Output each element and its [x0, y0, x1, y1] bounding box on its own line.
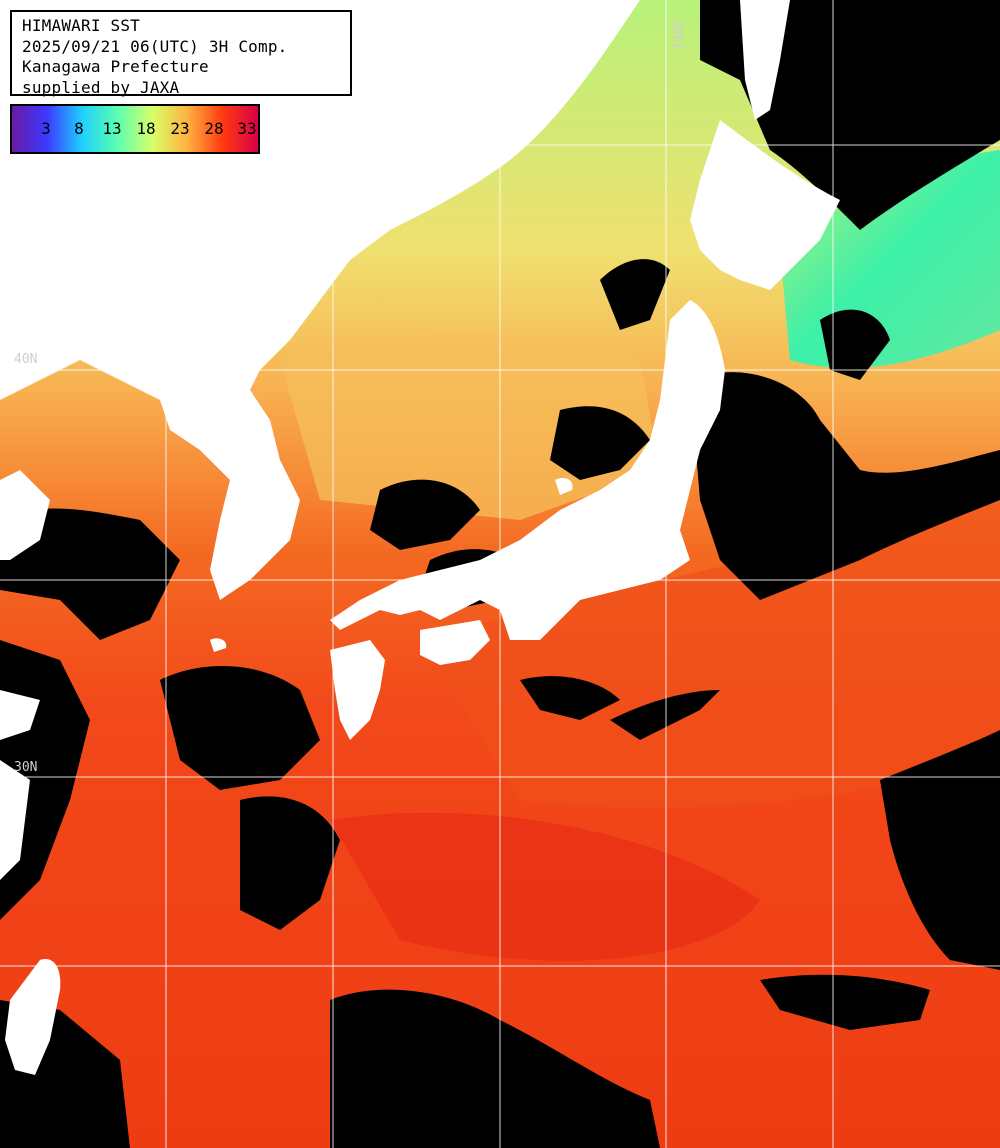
colorbar-tick: 33	[237, 119, 257, 138]
kuroshio-hot-water	[420, 500, 1000, 808]
honshu-island	[330, 300, 725, 640]
colorbar-tick: 28	[204, 119, 224, 138]
colorbar-tick: 3	[41, 119, 51, 138]
small-island-korea	[210, 638, 227, 652]
title-box: HIMAWARI SST 2025/09/21 06(UTC) 3H Comp.…	[10, 10, 352, 97]
sea-of-japan-warm-patch	[280, 333, 660, 520]
title-line-datetime: 2025/09/21 06(UTC) 3H Comp.	[22, 36, 288, 56]
colorbar-tick: 18	[136, 119, 156, 138]
title-line-prefecture: Kanagawa Prefecture	[22, 57, 209, 76]
china-coast	[0, 470, 50, 560]
taiwan-island	[5, 959, 61, 1075]
hokkaido-island	[690, 120, 840, 290]
shikoku-island	[420, 620, 490, 665]
sakhalin-island	[740, 0, 790, 120]
colorbar-tick: 8	[74, 119, 84, 138]
title-line-product: HIMAWARI SST	[22, 16, 140, 35]
title-line-supplier: supplied by JAXA	[22, 77, 180, 97]
southern-hottest-water	[330, 812, 760, 961]
china-coast-south	[0, 690, 40, 740]
temperature-colorbar: 3 8 13 18 23 28 33	[10, 104, 260, 154]
colorbar-tick: 13	[102, 119, 122, 138]
kyushu-island	[330, 640, 385, 740]
sado-island	[555, 478, 573, 495]
colorbar-tick: 23	[170, 119, 190, 138]
colorbar-ticks: 3 8 13 18 23 28 33	[12, 106, 258, 152]
longitude-label-140e: 140E	[672, 18, 687, 50]
latitude-label-30n: 30N	[14, 760, 38, 775]
china-mainland-west	[0, 760, 30, 880]
latitude-label-40n: 40N	[14, 352, 38, 367]
